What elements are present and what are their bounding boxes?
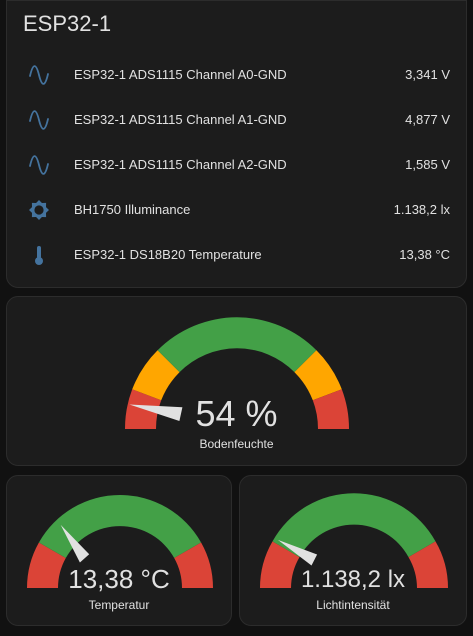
entity-state: 13,38 °C xyxy=(399,247,450,262)
gauge-segment-red xyxy=(174,542,213,588)
gauge-segment-red xyxy=(312,389,350,429)
entities-card: ESP32-1 ESP32-1 ADS1115 Channel A0-GND 3… xyxy=(6,0,467,288)
gauge-segment-red xyxy=(408,541,448,588)
gauge-needle xyxy=(129,404,183,421)
brightness-icon xyxy=(29,200,49,220)
gauge-segment-yellow xyxy=(132,350,180,401)
gauge-card-illuminance[interactable]: 1.138,2 lx Lichtintensität xyxy=(239,475,467,626)
gauge-segment-green xyxy=(157,317,317,373)
gauge-dial xyxy=(260,493,448,588)
card-title: ESP32-1 xyxy=(23,11,112,36)
entity-name: ESP32-1 DS18B20 Temperature xyxy=(74,247,262,262)
gauge-value: 54 % xyxy=(195,393,278,434)
entity-row-a2[interactable]: ESP32-1 ADS1115 Channel A2-GND 1,585 V xyxy=(7,143,466,187)
gauge-segment-green xyxy=(272,493,436,558)
gauge-card-temperature[interactable]: 13,38 °C Temperatur xyxy=(6,475,232,626)
gauge-card-moisture[interactable]: 54 % Bodenfeuchte xyxy=(6,296,467,466)
sine-wave-icon xyxy=(29,65,49,85)
entity-name: ESP32-1 ADS1115 Channel A2-GND xyxy=(74,157,287,172)
gauge-value: 13,38 °C xyxy=(68,564,170,594)
entity-row-a1[interactable]: ESP32-1 ADS1115 Channel A1-GND 4,877 V xyxy=(7,98,466,142)
entity-name: BH1750 Illuminance xyxy=(74,202,191,217)
sine-wave-icon xyxy=(29,155,49,175)
sine-wave-icon xyxy=(29,110,49,130)
entity-state: 4,877 V xyxy=(405,112,450,127)
gauge-dial xyxy=(27,495,213,588)
entity-row-illuminance[interactable]: BH1750 Illuminance 1.138,2 lx xyxy=(7,188,466,232)
entity-name: ESP32-1 ADS1115 Channel A0-GND xyxy=(74,67,287,82)
gauge-label: Bodenfeuchte xyxy=(199,437,274,451)
gauge-value: 1.138,2 lx xyxy=(300,566,406,593)
entity-state: 1.138,2 lx xyxy=(393,202,450,217)
gauge-needle xyxy=(277,539,318,566)
gauge-segment-red xyxy=(260,541,300,588)
entity-state: 1,585 V xyxy=(405,157,450,172)
gauge-dial xyxy=(124,317,350,429)
gauge-segment-green xyxy=(38,495,202,558)
gauge-segment-red xyxy=(124,389,162,429)
entity-row-a0[interactable]: ESP32-1 ADS1115 Channel A0-GND 3,341 V xyxy=(7,53,466,97)
thermometer-icon xyxy=(35,246,43,265)
entity-row-temperature[interactable]: ESP32-1 DS18B20 Temperature 13,38 °C xyxy=(7,233,466,277)
gauge-needle xyxy=(60,524,90,563)
entity-state: 3,341 V xyxy=(405,67,450,82)
gauge-segment-yellow xyxy=(294,350,342,401)
gauge-segment-red xyxy=(27,542,66,588)
entity-name: ESP32-1 ADS1115 Channel A1-GND xyxy=(74,112,287,127)
gauge-label: Lichtintensität xyxy=(316,598,390,612)
gauge-label: Temperatur xyxy=(88,598,150,612)
